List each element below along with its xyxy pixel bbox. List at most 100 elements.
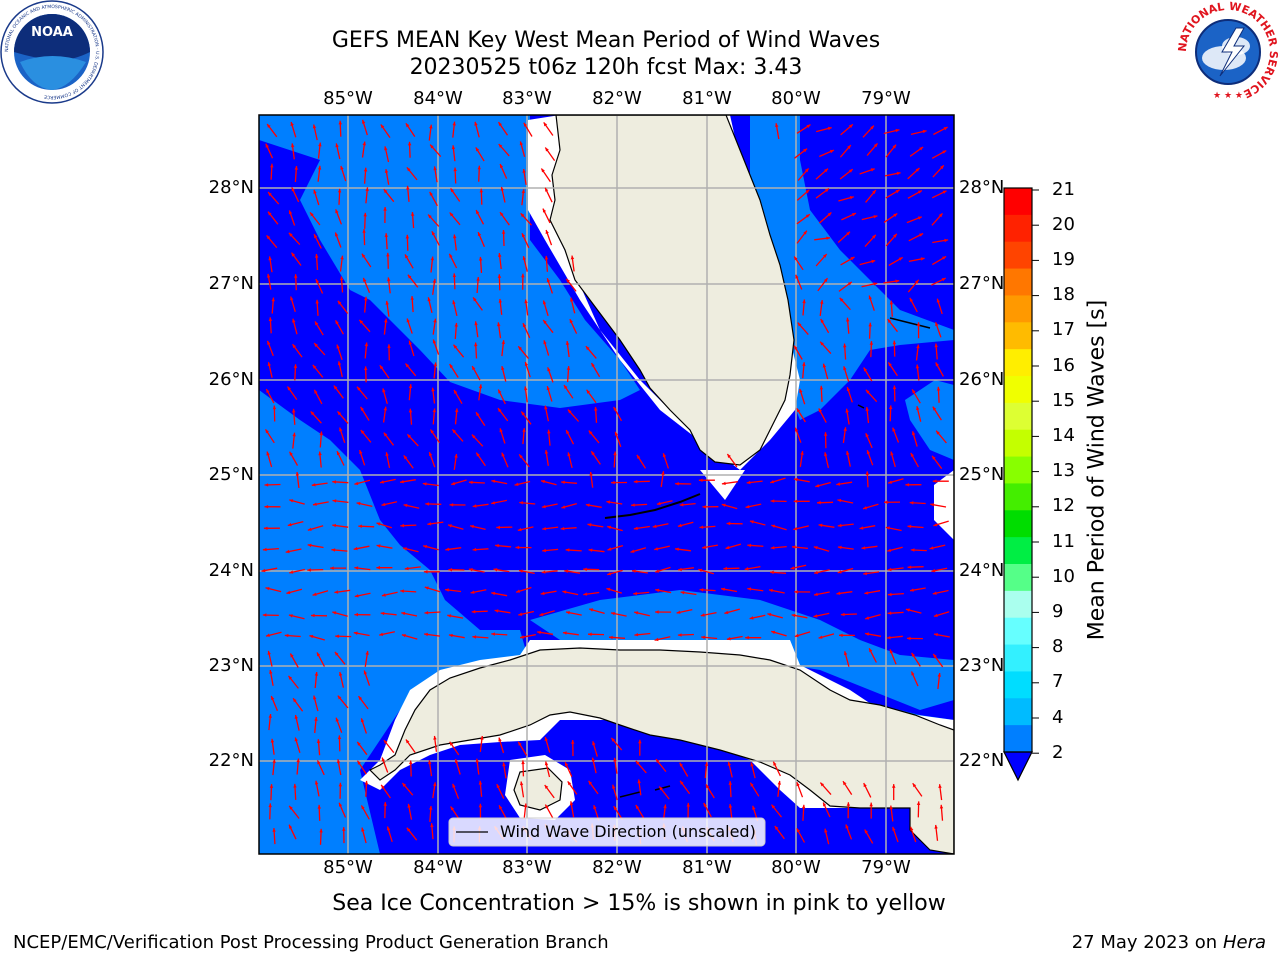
wave-direction-arrowhead (589, 471, 593, 476)
wave-direction-arrowhead (271, 297, 275, 302)
wave-direction-arrowhead (774, 826, 779, 830)
wave-direction-arrowhead (448, 568, 453, 572)
wave-direction-arrowhead (318, 142, 322, 147)
wave-direction-arrowhead (911, 671, 915, 676)
colorbar-tick: 7 (1052, 671, 1064, 692)
wave-direction-arrowhead (357, 760, 361, 765)
wave-direction-arrowhead (360, 718, 365, 723)
wave-direction-arrowhead (803, 148, 808, 153)
sea-ice-note: Sea Ice Concentration > 15% is shown in … (332, 891, 946, 916)
colorbar-label: Mean Period of Wind Waves [s] (1084, 299, 1110, 641)
wave-direction-arrowhead (268, 803, 272, 808)
wave-direction-arrowhead (592, 741, 596, 746)
wave-direction-arrowhead (818, 635, 823, 639)
wave-direction-arrowhead (340, 255, 344, 260)
wave-direction-arrowhead (543, 122, 548, 127)
wave-direction-arrowhead (265, 587, 270, 591)
wave-direction-arrowhead (583, 567, 587, 572)
wave-direction-arrowhead (723, 566, 727, 571)
wave-direction-arrowhead (400, 589, 404, 593)
wave-direction-arrowhead (745, 505, 750, 509)
wave-direction-arrowhead (749, 520, 754, 524)
wave-direction-arrowhead (944, 238, 949, 243)
wave-direction-arrowhead (931, 568, 936, 573)
colorbar-extend-arrow (1003, 751, 1033, 782)
wave-direction-arrowhead (916, 406, 920, 411)
wave-direction-arrowhead (339, 276, 344, 281)
wave-direction-arrowhead (916, 344, 920, 349)
wave-direction-arrowhead (909, 297, 913, 302)
wave-direction-arrowhead (452, 273, 457, 277)
wave-direction-arrowhead (889, 649, 893, 654)
wave-direction-arrowhead (910, 548, 915, 552)
wave-direction-arrowhead (376, 544, 381, 548)
wave-direction-arrowhead (721, 587, 725, 591)
wave-direction-arrowhead (403, 547, 407, 551)
wave-direction-arrowhead (820, 782, 825, 787)
wave-direction-arrowhead (889, 805, 893, 810)
wave-direction-arrowhead (655, 569, 660, 573)
wave-direction-arrowhead (291, 143, 295, 148)
wave-direction-arrowhead (791, 613, 796, 618)
wave-direction-arrowhead (476, 277, 480, 281)
colorbar-segment (1004, 537, 1032, 565)
wave-direction-arrowhead (922, 129, 927, 134)
lon-label-top: 82°W (592, 88, 642, 109)
wave-direction-arrowhead (870, 168, 875, 172)
wave-direction-arrowhead (500, 164, 504, 168)
wave-direction-arrowhead (423, 570, 428, 574)
wave-direction-arrowhead (474, 321, 478, 326)
colorbar-tick: 9 (1052, 601, 1064, 622)
wave-direction-arrowhead (793, 477, 798, 482)
wave-direction-arrowhead (589, 608, 594, 612)
wave-direction-arrowhead (296, 758, 300, 763)
wave-direction-arrowhead (471, 610, 476, 614)
wave-direction-arrowhead (315, 321, 319, 326)
wave-direction-arrowhead (501, 452, 505, 457)
wave-direction-arrowhead (942, 256, 947, 260)
wave-direction-arrowhead (907, 524, 912, 529)
wave-direction-arrowhead (895, 128, 900, 133)
wave-direction-arrowhead (750, 762, 754, 767)
wave-direction-arrowhead (501, 340, 506, 344)
wave-direction-arrowhead (796, 828, 801, 833)
wave-direction-arrowhead (826, 236, 830, 240)
wave-direction-arrowhead (408, 384, 413, 388)
colorbar-segment (1004, 214, 1032, 243)
wave-direction-arrowhead (501, 366, 505, 370)
colorbar-segment (1004, 510, 1032, 538)
wave-direction-arrowhead (475, 147, 480, 152)
wave-direction-arrowhead (562, 631, 567, 635)
wave-direction-arrowhead (837, 570, 842, 574)
wave-direction-arrowhead (591, 363, 595, 367)
wave-direction-arrowhead (823, 278, 828, 283)
wave-direction-arrowhead (726, 521, 731, 526)
wave-direction-arrowhead (310, 212, 314, 217)
wave-direction-arrowhead (542, 548, 546, 553)
wave-direction-arrowhead (721, 481, 726, 486)
wave-direction-arrowhead (583, 592, 588, 596)
wave-direction-arrowhead (846, 317, 850, 322)
wave-direction-arrowhead (376, 565, 380, 570)
wave-direction-arrowhead (864, 591, 869, 595)
wave-direction-arrowhead (364, 780, 369, 785)
wave-direction-arrowhead (796, 782, 800, 787)
wave-direction-arrowhead (364, 366, 368, 371)
wave-direction-arrowhead (384, 318, 388, 323)
wave-direction-arrowhead (896, 171, 901, 176)
wave-direction-arrowhead (745, 635, 749, 640)
colorbar-tick: 19 (1052, 249, 1075, 270)
wave-direction-arrowhead (749, 616, 754, 620)
wave-direction-arrowhead (332, 480, 336, 484)
wave-direction-arrowhead (290, 296, 294, 301)
wave-direction-arrowhead (357, 386, 361, 391)
wave-direction-arrowhead (429, 806, 433, 810)
wave-direction-arrowhead (934, 633, 938, 637)
wave-direction-arrowhead (907, 636, 911, 641)
wave-direction-arrowhead (588, 632, 592, 636)
wave-direction-arrowhead (406, 185, 410, 190)
wave-direction-arrowhead (846, 387, 851, 392)
wave-direction-arrowhead (449, 212, 454, 217)
wave-direction-arrowhead (315, 279, 319, 283)
